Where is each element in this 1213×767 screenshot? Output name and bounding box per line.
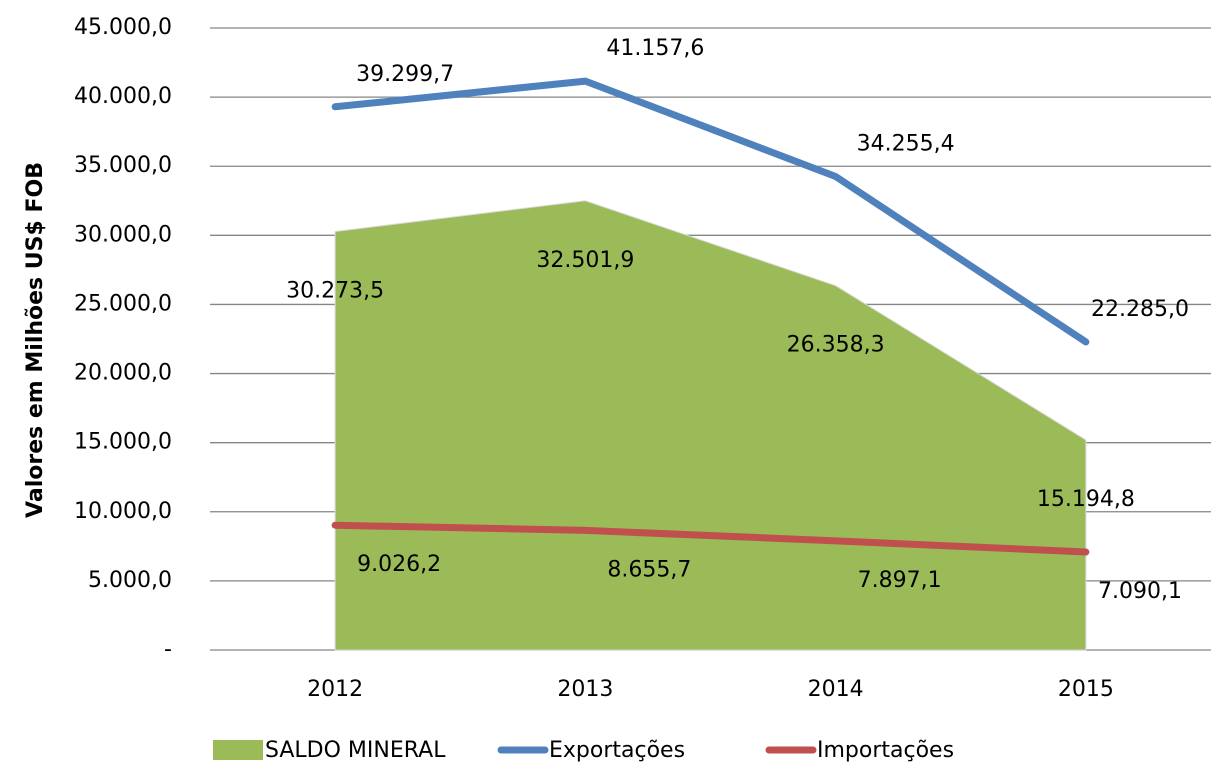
- y-tick-label: 15.000,0: [74, 430, 172, 455]
- legend-label: Exportações: [549, 738, 685, 763]
- y-tick-label: 45.000,0: [74, 15, 172, 40]
- legend-swatch: [213, 740, 263, 760]
- y-tick-label: 35.000,0: [74, 153, 172, 178]
- area: [334, 200, 1087, 651]
- y-tick-label: -: [164, 637, 172, 662]
- y-tick-label: 10.000,0: [74, 499, 172, 524]
- data-label: 15.194,8: [1037, 487, 1135, 512]
- y-tick-label: 5.000,0: [88, 568, 172, 593]
- y-tick-label: 20.000,0: [74, 361, 172, 386]
- data-label: 7.090,1: [1098, 579, 1182, 604]
- data-label: 7.897,1: [858, 568, 942, 593]
- y-tick-label: 25.000,0: [74, 291, 172, 316]
- y-tick-label: 30.000,0: [74, 222, 172, 247]
- x-tick-label: 2012: [307, 677, 363, 702]
- data-label: 39.299,7: [356, 62, 454, 87]
- x-tick-label: 2013: [557, 677, 613, 702]
- data-label: 30.273,5: [286, 279, 384, 304]
- legend-label: Importações: [817, 738, 954, 763]
- data-label: 22.285,0: [1091, 297, 1189, 322]
- line: [331, 521, 1090, 556]
- data-label: 34.255,4: [857, 132, 955, 157]
- legend-label: SALDO MINERAL: [265, 738, 446, 763]
- data-label: 26.358,3: [787, 333, 885, 358]
- y-tick-label: 40.000,0: [74, 84, 172, 109]
- x-tick-label: 2015: [1058, 677, 1114, 702]
- y-axis-title: Valores em Milhões US$ FOB: [23, 162, 48, 518]
- data-label: 41.157,6: [606, 36, 704, 61]
- x-tick-label: 2014: [808, 677, 864, 702]
- data-label: 32.501,9: [536, 248, 634, 273]
- data-label: 8.655,7: [607, 557, 691, 582]
- line: [331, 77, 1090, 346]
- data-label: 9.026,2: [357, 552, 441, 577]
